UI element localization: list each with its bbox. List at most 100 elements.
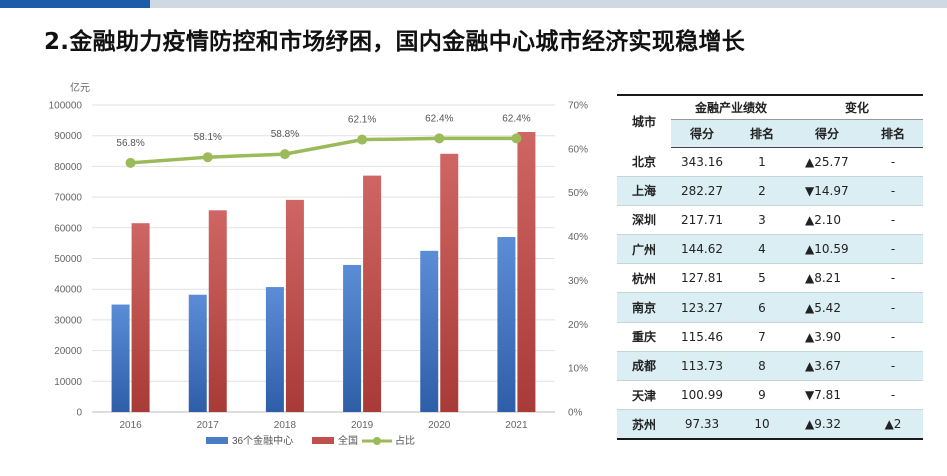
- y-tick-label: 70000: [54, 193, 82, 204]
- cell-rank: 7: [733, 322, 791, 352]
- cell-change-score: ▲3.90: [791, 322, 863, 352]
- cell-rank: 4: [733, 234, 791, 265]
- cell-change-score: ▲5.42: [791, 292, 863, 323]
- cell-city: 北京: [617, 147, 671, 177]
- cell-change-score: ▲3.67: [791, 351, 863, 382]
- table-header-row-1: 城市 金融产业绩效 变化: [617, 94, 923, 147]
- y-axis-unit: 亿元: [70, 81, 90, 94]
- cell-change-rank: -: [863, 351, 923, 382]
- y-tick-label: 60000: [54, 223, 82, 234]
- cell-change-rank: -: [863, 147, 923, 177]
- bar-national: [517, 132, 536, 412]
- cell-change-rank: -: [863, 205, 923, 236]
- data-label: 62.4%: [502, 113, 530, 124]
- bar-36-centers: [420, 250, 439, 412]
- cell-score: 127.81: [671, 263, 733, 294]
- bar-36-centers: [188, 294, 207, 412]
- x-tick-label: 2017: [197, 420, 220, 431]
- cell-city: 广州: [617, 234, 671, 265]
- legend-label-36-centers: 36个金融中心: [232, 434, 293, 447]
- cell-change-rank: -: [863, 234, 923, 265]
- line-share-point: [125, 157, 136, 168]
- cell-rank: 10: [733, 409, 791, 440]
- y-tick-label: 100000: [49, 101, 83, 112]
- slide-title: 2.金融助力疫情防控和市场纾困，国内金融中心城市经济实现稳增长: [44, 29, 746, 55]
- line-share-point: [511, 133, 522, 144]
- x-tick-label: 2019: [351, 420, 374, 431]
- y2-tick-label: 40%: [568, 232, 588, 243]
- bar-national: [285, 199, 304, 412]
- cell-change-rank: -: [863, 292, 923, 323]
- cell-change-score: ▲8.21: [791, 263, 863, 294]
- data-label: 56.8%: [116, 138, 144, 149]
- y-tick-label: 0: [76, 408, 82, 419]
- bar-36-centers: [497, 237, 516, 412]
- bar-36-centers: [343, 264, 362, 412]
- legend-swatch-36-centers: [206, 437, 228, 444]
- cell-city: 深圳: [617, 205, 671, 236]
- cell-city: 上海: [617, 176, 671, 206]
- y-tick-label: 30000: [54, 315, 82, 326]
- cell-rank: 3: [733, 205, 791, 236]
- x-tick-label: 2016: [119, 420, 142, 431]
- cell-rank: 9: [733, 380, 791, 411]
- table-row: 深圳 217.71 3 ▲2.10-: [617, 205, 923, 236]
- table-row: 上海 282.27 2 ▼14.97-: [617, 176, 923, 206]
- cell-change-score: ▲10.59: [791, 234, 863, 265]
- header-group-change: 变化: [791, 94, 923, 120]
- cell-rank: 2: [733, 176, 791, 206]
- table-row: 广州 144.62 4 ▲10.59-: [617, 234, 923, 265]
- header-change-score: 得分: [791, 119, 863, 148]
- cell-rank: 6: [733, 292, 791, 323]
- header-city: 城市: [617, 94, 671, 147]
- cell-city: 成都: [617, 351, 671, 382]
- y2-tick-label: 50%: [568, 188, 588, 199]
- cell-change-score: ▼7.81: [791, 380, 863, 411]
- bar-national: [440, 153, 459, 413]
- header-rank: 排名: [733, 119, 791, 148]
- line-share-point: [202, 152, 213, 163]
- table-header-row-2: 得分 排名 得分 排名: [617, 119, 923, 148]
- y-tick-label: 20000: [54, 346, 82, 357]
- x-tick-label: 2018: [274, 420, 297, 431]
- cell-change-rank: ▲2: [863, 409, 923, 440]
- combo-chart: 亿元 0 10000 20000 30000 40000 50000 60000 70000 80…: [49, 81, 588, 447]
- top-bar-accent: [0, 0, 150, 8]
- data-label: 62.4%: [425, 113, 453, 124]
- cell-city: 杭州: [617, 263, 671, 294]
- y2-tick-label: 30%: [568, 276, 588, 287]
- cell-change-score: ▼14.97: [791, 176, 863, 206]
- y2-tick-label: 70%: [568, 101, 588, 112]
- cell-change-score: ▲2.10: [791, 205, 863, 236]
- y2-tick-label: 0%: [568, 408, 583, 419]
- cell-score: 282.27: [671, 176, 733, 206]
- cell-city: 重庆: [617, 322, 671, 352]
- data-label: 58.1%: [194, 132, 222, 143]
- cell-change-rank: -: [863, 322, 923, 352]
- cell-score: 123.27: [671, 292, 733, 323]
- y-tick-label: 10000: [54, 377, 82, 388]
- financial-center-table: 城市 金融产业绩效 变化 得分 排名 得分 排名 北京 343.16 1 ▲25.77…: [617, 94, 923, 440]
- legend-swatch-share-dot: [373, 437, 381, 445]
- y-tick-label: 50000: [54, 254, 82, 265]
- table-body: 北京 343.16 1 ▲25.77- 上海 282.27 2 ▼14.97- 深圳 217.71…: [617, 147, 923, 440]
- table-row: 北京 343.16 1 ▲25.77-: [617, 147, 923, 177]
- bar-36-centers: [111, 304, 130, 412]
- line-share: [130, 136, 517, 165]
- cell-change-rank: -: [863, 176, 923, 206]
- data-label: 58.8%: [271, 129, 299, 140]
- table-row: 南京 123.27 6 ▲5.42-: [617, 292, 923, 323]
- header-change-rank: 排名: [863, 119, 923, 148]
- cell-score: 97.33: [671, 409, 733, 440]
- cell-city: 苏州: [617, 409, 671, 440]
- x-tick-label: 2021: [505, 420, 528, 431]
- cell-change-score: ▲25.77: [791, 147, 863, 177]
- bar-national: [208, 210, 227, 412]
- legend-swatch-national: [312, 437, 334, 444]
- data-label: 62.1%: [348, 115, 376, 126]
- legend-label-national: 全国: [338, 434, 358, 447]
- table-row: 苏州 97.33 10 ▲9.32 ▲2: [617, 409, 923, 440]
- cell-score: 144.62: [671, 234, 733, 265]
- cell-score: 343.16: [671, 147, 733, 177]
- cell-city: 天津: [617, 380, 671, 411]
